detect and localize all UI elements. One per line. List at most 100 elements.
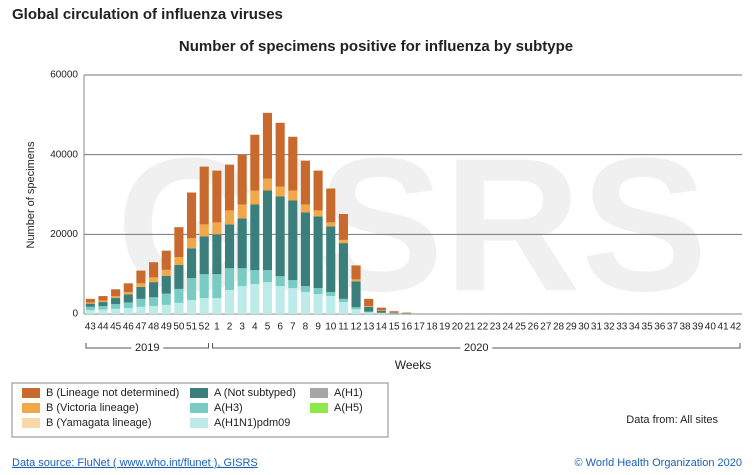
bar-segment [402,312,412,314]
note: Data from: All sites [626,414,718,426]
bar-segment [237,286,247,314]
bar-segment [212,222,222,235]
x-tick-label: 24 [502,322,514,333]
x-tick-label: 51 [186,322,198,333]
bar-segment [351,309,361,314]
legend-label: B (Victoria lineage) [46,402,139,414]
bar-segment [338,214,348,240]
bar-segment [98,300,108,303]
bar-segment [351,281,361,308]
legend-swatch [190,418,208,428]
x-tick-label: 28 [553,322,565,333]
x-tick-label: 50 [173,322,185,333]
x-tick-label: 23 [490,322,502,333]
bar-segment [389,312,399,314]
bar-segment [123,308,133,314]
bar-segment [250,270,260,285]
bar-segment [275,122,285,187]
bar-segment [174,227,184,258]
bar-segment [326,296,336,314]
bar-segment [85,298,95,303]
bar-segment [275,186,285,197]
bar-segment [111,296,121,299]
bar-segment [250,204,260,271]
bar-segment [98,302,108,307]
x-tick-label: 34 [629,322,641,333]
legend-swatch [22,403,40,413]
x-tick-label: 15 [388,322,400,333]
bar-segment [187,192,197,239]
x-tick-label: 8 [303,322,309,333]
bar-segment [351,279,361,282]
x-tick-label: 25 [515,322,527,333]
x-tick-label: 3 [239,322,245,333]
bar-segment [199,224,209,237]
x-tick-label: 22 [477,322,489,333]
source-link[interactable]: Data source: FluNet ( www.who.int/flunet… [12,457,258,469]
bar-segment [262,190,273,271]
x-tick-label: 13 [363,322,375,333]
bar-segment [224,290,235,314]
bar-segment [275,276,285,287]
bar-segment [288,136,298,191]
legend-label: A(H1) [334,387,363,399]
x-tick-label: 37 [667,322,679,333]
bar-segment [149,306,159,314]
bar-segment [338,302,348,314]
bar-segment [136,286,146,299]
bar-segment [199,166,209,225]
bar-segment [161,269,171,276]
bar-segment [85,303,95,307]
bar-segment [174,302,184,314]
legend-label: A(H5) [334,402,363,414]
x-tick-label: 44 [97,322,109,333]
x-tick-label: 41 [717,322,729,333]
legend-label: B (Yamagata lineage) [46,417,152,429]
bar-segment [111,308,121,314]
bar-segment [326,222,336,227]
bar-segment [288,190,298,201]
bar-segment [262,282,273,314]
bar-segment [136,270,146,284]
bar-segment [326,292,336,297]
x-tick-label: 16 [401,322,413,333]
y-tick-label: 20000 [50,229,78,240]
year-bracket [85,343,210,349]
bar-segment [161,275,171,294]
x-tick-label: 33 [616,322,628,333]
x-tick-label: 36 [654,322,666,333]
bar-segment [111,304,121,309]
bar-segment [199,298,209,314]
x-tick-label: 49 [161,322,173,333]
bar-segment [85,306,95,311]
x-tick-label: 30 [578,322,590,333]
bar-segment [275,196,285,277]
bar-segment [250,284,260,314]
x-tick-label: 5 [265,322,271,333]
bar-segment [351,307,361,310]
bar-segment [326,188,336,223]
bar-segment [111,298,121,305]
bar-segment [313,170,323,211]
bar-segment [351,265,361,280]
bar-segment [262,270,273,283]
legend-swatch [22,418,40,428]
year-label: 2020 [464,342,488,354]
bar-segment [313,216,323,289]
legend-label: B (Lineage not determined) [46,387,179,399]
x-tick-label: 18 [426,322,438,333]
x-tick-label: 2 [227,322,233,333]
bar-segment [364,311,374,313]
bar-segment [199,236,209,275]
y-tick-label: 0 [72,309,78,320]
bar-segment [300,212,310,287]
bar-segment [111,289,121,297]
bar-segment [149,277,159,283]
x-tick-label: 20 [452,322,464,333]
x-tick-label: 14 [376,322,388,333]
x-tick-label: 29 [566,322,578,333]
legend-label: A (Not subtyped) [214,387,296,399]
x-tick-label: 11 [338,322,349,333]
x-tick-label: 47 [135,322,147,333]
